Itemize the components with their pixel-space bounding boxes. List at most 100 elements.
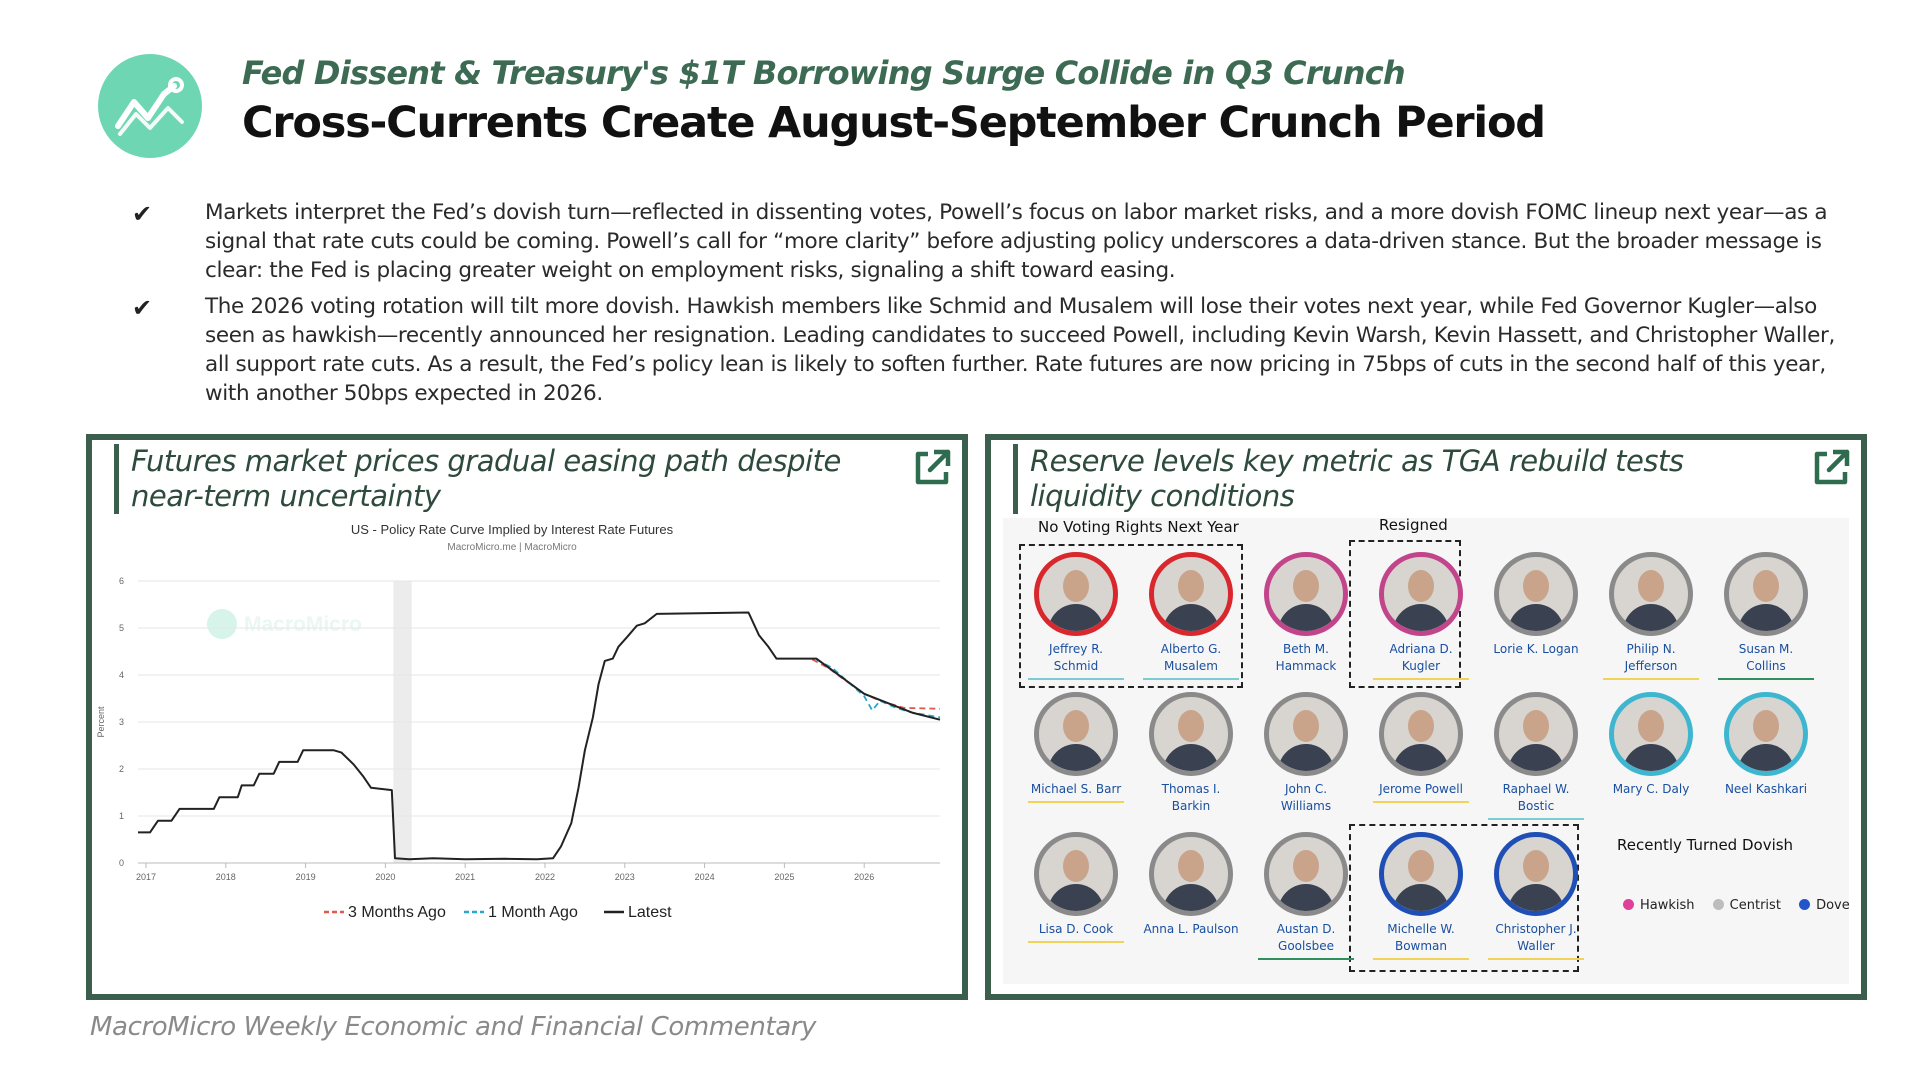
member-underline xyxy=(1603,678,1699,680)
member-photo xyxy=(1379,692,1463,776)
resigned-box xyxy=(1349,540,1461,688)
no-voting-box xyxy=(1019,544,1243,688)
x-tick-label: 2025 xyxy=(774,872,794,882)
member-photo xyxy=(1264,692,1348,776)
legend-item-hawkish: Hawkish xyxy=(1623,898,1695,913)
member-underline xyxy=(1143,941,1239,943)
checkmark-icon: ✔ xyxy=(132,294,152,322)
member-name: Neel Kashkari xyxy=(1724,782,1808,796)
fomc-member: Jerome Powell xyxy=(1366,692,1476,803)
checkmark-icon: ✔ xyxy=(132,200,152,228)
commentary-bullets: ✔ Markets interpret the Fed’s dovish tur… xyxy=(130,198,1850,415)
member-name: Philip N. Jefferson xyxy=(1624,642,1678,673)
member-photo xyxy=(1494,832,1578,916)
chart-trend-icon xyxy=(115,77,184,136)
chart-source: MacroMicro.me | MacroMicro xyxy=(447,542,577,553)
x-tick-label: 2017 xyxy=(136,872,156,882)
fomc-member: Austan D. Goolsbee xyxy=(1251,832,1361,960)
bullet-item: ✔ Markets interpret the Fed’s dovish tur… xyxy=(130,198,1850,285)
member-photo xyxy=(1264,552,1348,636)
fomc-member: Michael S. Barr xyxy=(1021,692,1131,803)
y-tick-label: 6 xyxy=(119,576,124,586)
fomc-member: Adriana D. Kugler xyxy=(1366,552,1476,680)
member-underline xyxy=(1258,818,1354,820)
member-name: Lisa D. Cook xyxy=(1038,922,1114,936)
member-photo xyxy=(1609,692,1693,776)
member-underline xyxy=(1373,801,1469,803)
series-line-1-month-ago xyxy=(815,658,941,719)
member-photo xyxy=(1494,552,1578,636)
fomc-members-panel: Reserve levels key metric as TGA rebuild… xyxy=(985,434,1867,1000)
member-photo xyxy=(1609,552,1693,636)
member-photo xyxy=(1034,692,1118,776)
chart-title: US - Policy Rate Curve Implied by Intere… xyxy=(351,522,674,537)
chart-watermark: MacroMicro xyxy=(207,609,362,639)
fomc-member: Jeffrey R. Schmid xyxy=(1021,552,1131,680)
series-line-latest xyxy=(138,611,941,861)
legend-item-centrist: Centrist xyxy=(1712,898,1781,913)
y-tick-label: 0 xyxy=(119,858,124,868)
macromicro-logo xyxy=(98,54,202,158)
member-name: Lorie K. Logan xyxy=(1493,642,1579,656)
external-link-icon[interactable] xyxy=(1811,448,1851,488)
fomc-member: Thomas I. Barkin xyxy=(1136,692,1246,820)
member-underline xyxy=(1488,661,1584,663)
legend-label: Latest xyxy=(628,904,672,921)
turned-dovish-box xyxy=(1349,824,1579,972)
external-link-icon[interactable] xyxy=(912,448,952,488)
group-title-no-voting: No Voting Rights Next Year xyxy=(1038,518,1239,536)
member-name: Anna L. Paulson xyxy=(1143,922,1239,936)
fomc-member: Beth M. Hammack xyxy=(1251,552,1361,680)
member-name: Jerome Powell xyxy=(1379,782,1463,796)
member-name: Raphael W. Bostic xyxy=(1502,782,1570,813)
x-tick-label: 2020 xyxy=(375,872,395,882)
member-underline xyxy=(1373,958,1469,960)
member-name: Michelle W. Bowman xyxy=(1387,922,1455,953)
y-tick-label: 1 xyxy=(119,811,124,821)
member-name: Austan D. Goolsbee xyxy=(1276,922,1336,953)
legend-item-dove: Dove xyxy=(1799,898,1850,913)
policy-rate-chart: US - Policy Rate Curve Implied by Intere… xyxy=(96,522,941,921)
member-name: Thomas I. Barkin xyxy=(1161,782,1221,813)
legend-label: 3 Months Ago xyxy=(348,904,446,921)
futures-chart-panel: Futures market prices gradual easing pat… xyxy=(86,434,968,1000)
member-name: Susan M. Collins xyxy=(1738,642,1794,673)
member-underline xyxy=(1028,678,1124,680)
fomc-member: Anna L. Paulson xyxy=(1136,832,1246,943)
member-underline xyxy=(1488,958,1584,960)
member-underline xyxy=(1028,801,1124,803)
y-tick-label: 3 xyxy=(119,717,124,727)
fomc-member: Alberto G. Musalem xyxy=(1136,552,1246,680)
x-tick-label: 2021 xyxy=(455,872,475,882)
fomc-member: John C. Williams xyxy=(1251,692,1361,820)
stance-legend: Hawkish Centrist Dove xyxy=(1623,898,1864,913)
member-name: Christopher J. Waller xyxy=(1495,922,1577,953)
y-tick-label: 4 xyxy=(119,670,124,680)
member-underline xyxy=(1603,801,1699,803)
fomc-member: Neel Kashkari xyxy=(1711,692,1821,803)
member-photo xyxy=(1149,692,1233,776)
member-photo xyxy=(1724,552,1808,636)
member-underline xyxy=(1028,941,1124,943)
x-tick-label: 2019 xyxy=(296,872,316,882)
fomc-grid: No Voting Rights Next Year Resigned Rece… xyxy=(1003,516,1850,984)
member-photo xyxy=(1379,552,1463,636)
fomc-member: Lorie K. Logan xyxy=(1481,552,1591,663)
page-subtitle: Fed Dissent & Treasury's $1T Borrowing S… xyxy=(242,54,1406,92)
y-tick-label: 2 xyxy=(119,764,124,774)
group-title-resigned: Resigned xyxy=(1379,516,1448,534)
x-tick-label: 2022 xyxy=(535,872,555,882)
member-name: Jeffrey R. Schmid xyxy=(1049,642,1103,673)
watermark-text: MacroMicro xyxy=(244,613,362,636)
member-underline xyxy=(1258,958,1354,960)
panel-title: Futures market prices gradual easing pat… xyxy=(114,444,854,514)
member-photo xyxy=(1264,832,1348,916)
bullet-text: The 2026 voting rotation will tilt more … xyxy=(205,294,1835,406)
member-name: Mary C. Daly xyxy=(1612,782,1690,796)
bullet-text: Markets interpret the Fed’s dovish turn—… xyxy=(205,200,1828,283)
member-underline xyxy=(1488,818,1584,820)
fomc-member: Mary C. Daly xyxy=(1596,692,1706,803)
x-tick-label: 2018 xyxy=(216,872,236,882)
member-name: Alberto G. Musalem xyxy=(1160,642,1222,673)
member-photo xyxy=(1034,832,1118,916)
